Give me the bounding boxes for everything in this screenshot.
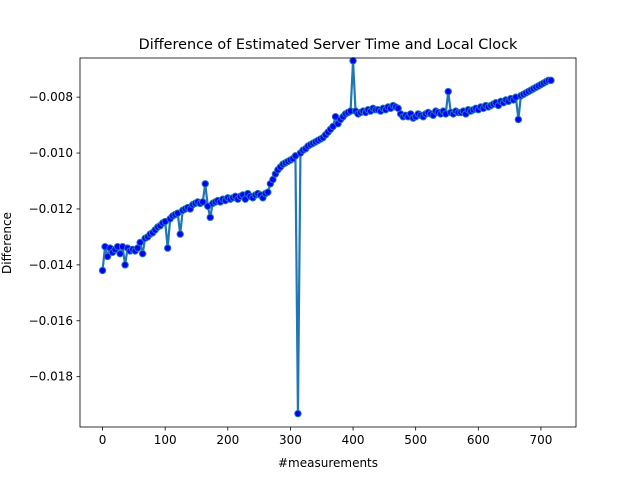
data-point — [264, 188, 272, 196]
data-point — [103, 252, 112, 261]
y-tick-label: −0.012 — [29, 202, 73, 216]
data-point — [547, 76, 555, 85]
x-tick-label: 300 — [279, 433, 302, 447]
data-point — [138, 249, 147, 258]
x-axis-title: #measurements — [278, 456, 378, 470]
axes: 0 100 200 300 400 500 600 700 −0.018 −0.016 −0.014… — [29, 90, 553, 447]
x-tick-label: 700 — [529, 433, 552, 447]
data-point — [98, 266, 107, 275]
x-tick-label: 500 — [404, 433, 427, 447]
y-tick-label: −0.018 — [29, 370, 73, 384]
y-tick-label: −0.016 — [29, 314, 73, 328]
x-tick-label: 100 — [154, 433, 177, 447]
data-point — [206, 213, 214, 222]
plot-area — [98, 57, 555, 418]
x-tick-label: 400 — [342, 433, 365, 447]
y-axis-title: Difference — [0, 212, 14, 274]
data-point — [349, 57, 357, 65]
x-tick-label: 200 — [216, 433, 239, 447]
data-point — [163, 244, 172, 252]
y-tick-label: −0.010 — [29, 146, 73, 160]
data-point — [136, 238, 144, 247]
chart-title: Difference of Estimated Server Time and … — [139, 37, 518, 53]
data-point — [176, 230, 184, 238]
x-tick-label: 0 — [99, 433, 107, 447]
data-point — [201, 180, 209, 188]
x-tick-label: 600 — [467, 433, 490, 447]
data-point — [199, 198, 207, 206]
data-point — [116, 249, 124, 258]
y-tick-label: −0.008 — [29, 90, 73, 104]
data-point — [121, 261, 129, 269]
y-tick-label: −0.014 — [29, 258, 73, 272]
data-point — [514, 115, 523, 124]
data-point — [444, 87, 452, 96]
data-point — [294, 409, 302, 418]
axes-frame — [79, 57, 577, 428]
